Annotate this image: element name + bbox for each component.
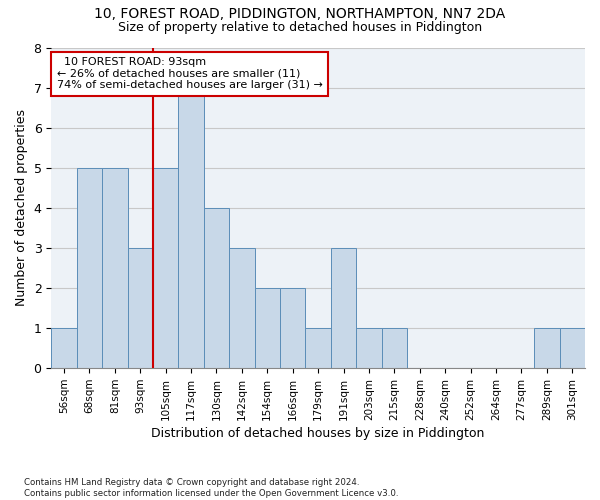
Bar (229, 248, 254, 368)
Y-axis label: Number of detached properties: Number of detached properties (15, 110, 28, 306)
Bar (51, 328, 77, 368)
Bar (331, 248, 356, 368)
Bar (128, 248, 153, 368)
Text: Size of property relative to detached houses in Piddington: Size of property relative to detached ho… (118, 21, 482, 34)
X-axis label: Distribution of detached houses by size in Piddington: Distribution of detached houses by size … (151, 427, 485, 440)
Bar (153, 168, 178, 368)
Text: Contains HM Land Registry data © Crown copyright and database right 2024.
Contai: Contains HM Land Registry data © Crown c… (24, 478, 398, 498)
Bar (178, 88, 204, 368)
Bar (382, 328, 407, 368)
Bar (204, 208, 229, 368)
Bar (534, 328, 560, 368)
Bar (305, 328, 331, 368)
Bar (102, 168, 128, 368)
Text: 10 FOREST ROAD: 93sqm
← 26% of detached houses are smaller (11)
74% of semi-deta: 10 FOREST ROAD: 93sqm ← 26% of detached … (56, 57, 322, 90)
Text: 10, FOREST ROAD, PIDDINGTON, NORTHAMPTON, NN7 2DA: 10, FOREST ROAD, PIDDINGTON, NORTHAMPTON… (94, 8, 506, 22)
Bar (77, 168, 102, 368)
Bar (560, 328, 585, 368)
Bar (280, 288, 305, 368)
Bar (356, 328, 382, 368)
Bar (254, 288, 280, 368)
